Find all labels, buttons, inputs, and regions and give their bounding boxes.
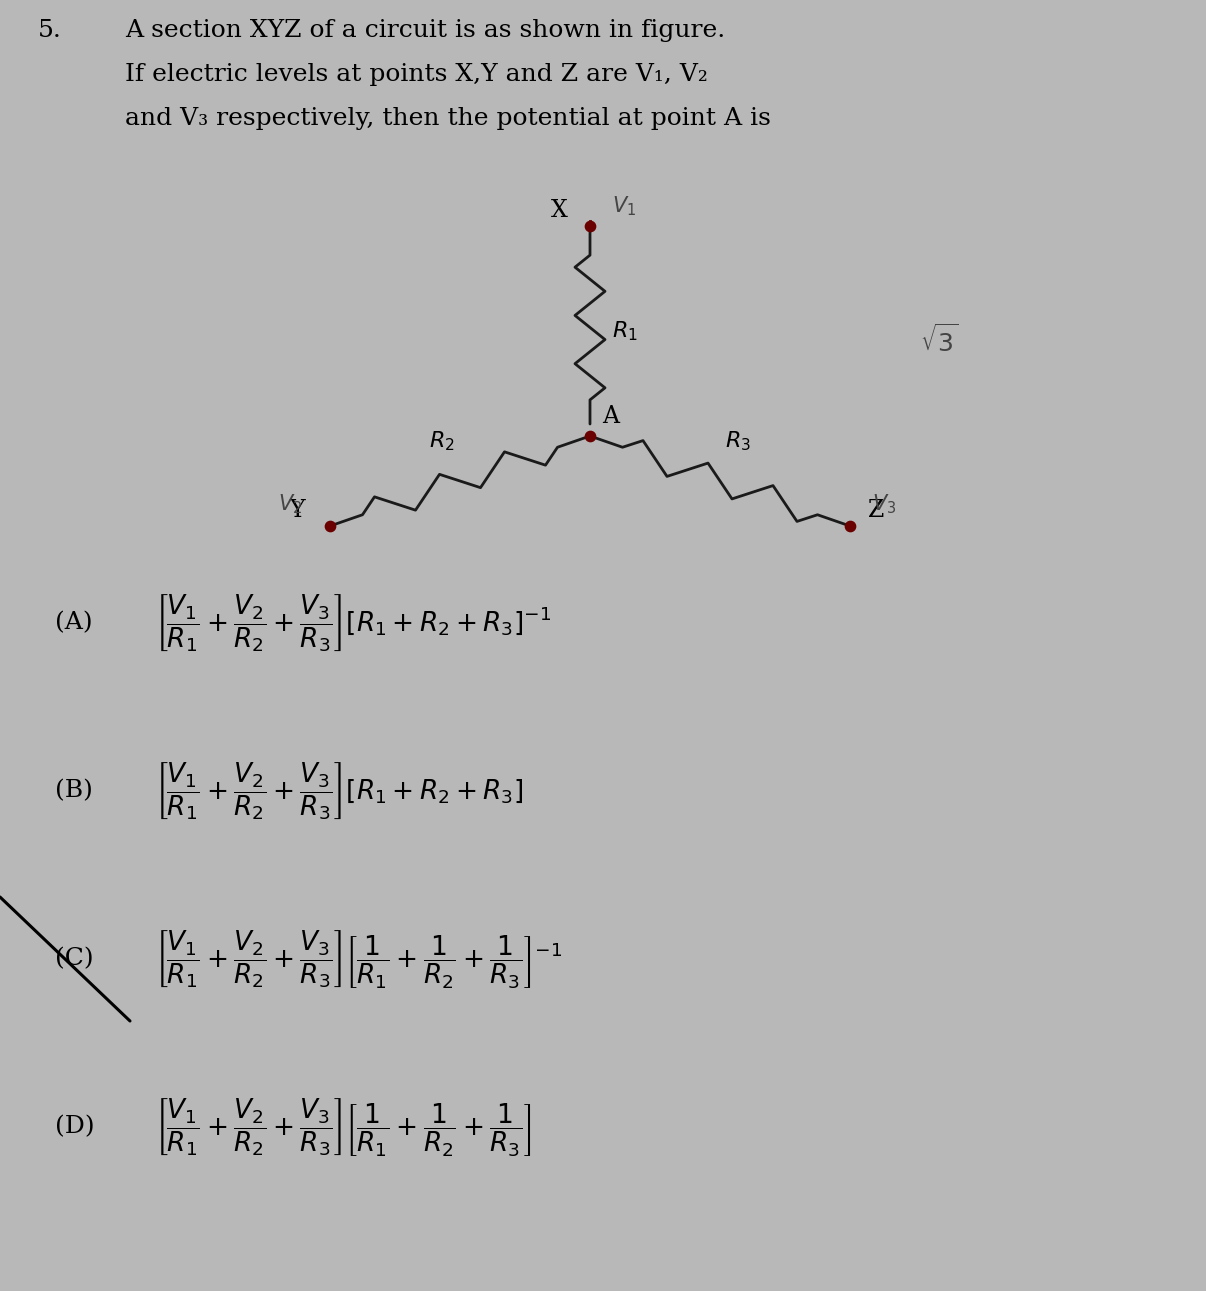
Text: Z: Z [868, 500, 884, 522]
Text: $R_2$: $R_2$ [429, 430, 455, 453]
Point [841, 515, 860, 536]
Text: $\left[\dfrac{V_1}{R_1}+\dfrac{V_2}{R_2}+\dfrac{V_3}{R_3}\right]\left[\dfrac{1}{: $\left[\dfrac{V_1}{R_1}+\dfrac{V_2}{R_2}… [156, 928, 562, 990]
Point [580, 216, 599, 236]
Text: Y: Y [289, 500, 305, 522]
Text: X: X [551, 199, 568, 222]
Text: and V₃ respectively, then the potential at point A is: and V₃ respectively, then the potential … [125, 107, 771, 130]
Text: $R_3$: $R_3$ [725, 430, 751, 453]
Text: $V_1$: $V_1$ [611, 195, 636, 218]
Point [580, 426, 599, 447]
Text: A section XYZ of a circuit is as shown in figure.: A section XYZ of a circuit is as shown i… [125, 19, 725, 43]
Text: (A): (A) [55, 612, 93, 634]
Text: $\left[\dfrac{V_1}{R_1}+\dfrac{V_2}{R_2}+\dfrac{V_3}{R_3}\right]\left[R_1+R_2+R_: $\left[\dfrac{V_1}{R_1}+\dfrac{V_2}{R_2}… [156, 760, 523, 822]
Text: $V_3$: $V_3$ [872, 492, 896, 516]
Text: A: A [602, 405, 619, 429]
Text: (C): (C) [55, 948, 94, 971]
Text: (B): (B) [55, 780, 93, 803]
Text: $\left[\dfrac{V_1}{R_1}+\dfrac{V_2}{R_2}+\dfrac{V_3}{R_3}\right]\left[\dfrac{1}{: $\left[\dfrac{V_1}{R_1}+\dfrac{V_2}{R_2}… [156, 1096, 532, 1158]
Point [321, 515, 340, 536]
Text: 5.: 5. [39, 19, 62, 43]
Text: $\sqrt{3}$: $\sqrt{3}$ [920, 325, 959, 358]
Text: If electric levels at points X,Y and Z are V₁, V₂: If electric levels at points X,Y and Z a… [125, 63, 708, 86]
Text: $\left[\dfrac{V_1}{R_1}+\dfrac{V_2}{R_2}+\dfrac{V_3}{R_3}\right]\left[R_1+R_2+R_: $\left[\dfrac{V_1}{R_1}+\dfrac{V_2}{R_2}… [156, 593, 551, 655]
Text: $R_1$: $R_1$ [611, 319, 638, 343]
Text: (D): (D) [55, 1115, 94, 1139]
Text: $V_2$: $V_2$ [279, 492, 303, 516]
